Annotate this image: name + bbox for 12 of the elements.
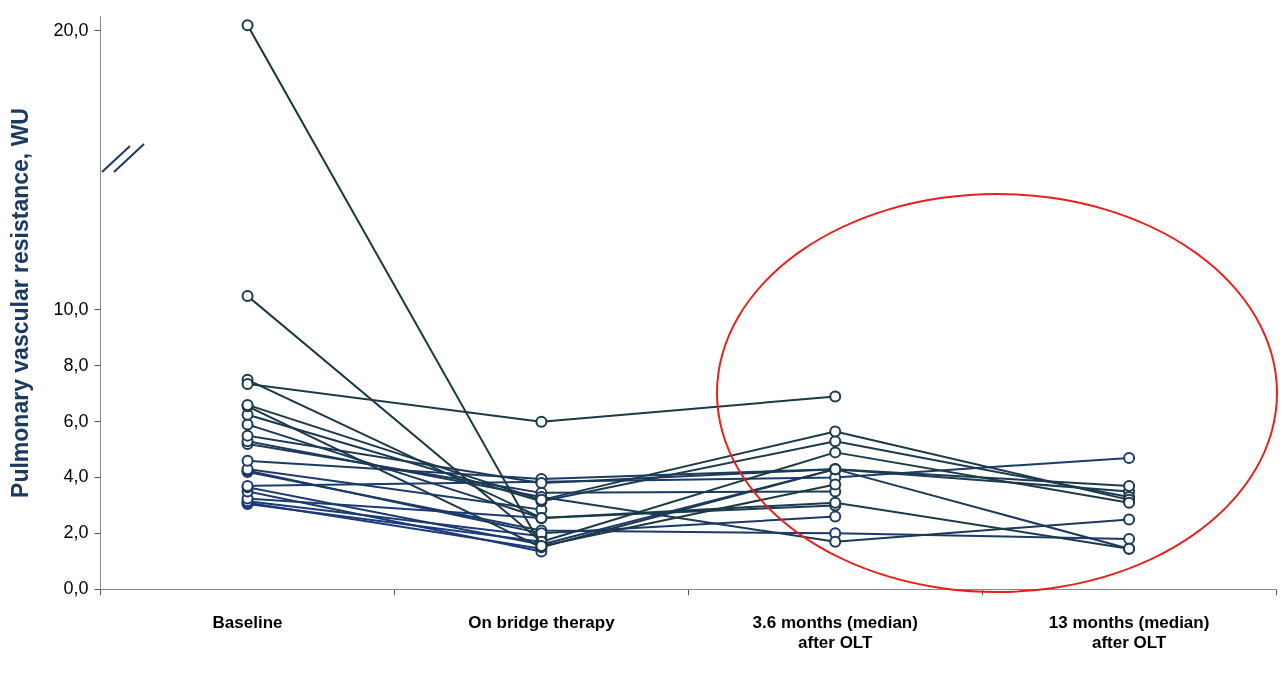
x-tick-label: On bridge therapy <box>468 613 616 633</box>
y-tick-label: 0,0 <box>63 578 89 599</box>
y-tick-label: 6,0 <box>63 410 89 431</box>
y-tick-label: 10,0 <box>53 298 89 319</box>
y-tick-label: 4,0 <box>63 466 89 487</box>
x-tick-label: 13 months (median) after OLT <box>1048 613 1210 653</box>
y-tick-label: 20,0 <box>53 19 89 40</box>
y-axis-title: Pulmonary vascular resistance, WU <box>7 108 34 498</box>
y-tick-label: 2,0 <box>63 522 89 543</box>
x-tick-label: Baseline <box>212 613 283 633</box>
x-tick-label: 3.6 months (median) after OLT <box>752 613 918 653</box>
y-tick-label: 8,0 <box>63 354 89 375</box>
